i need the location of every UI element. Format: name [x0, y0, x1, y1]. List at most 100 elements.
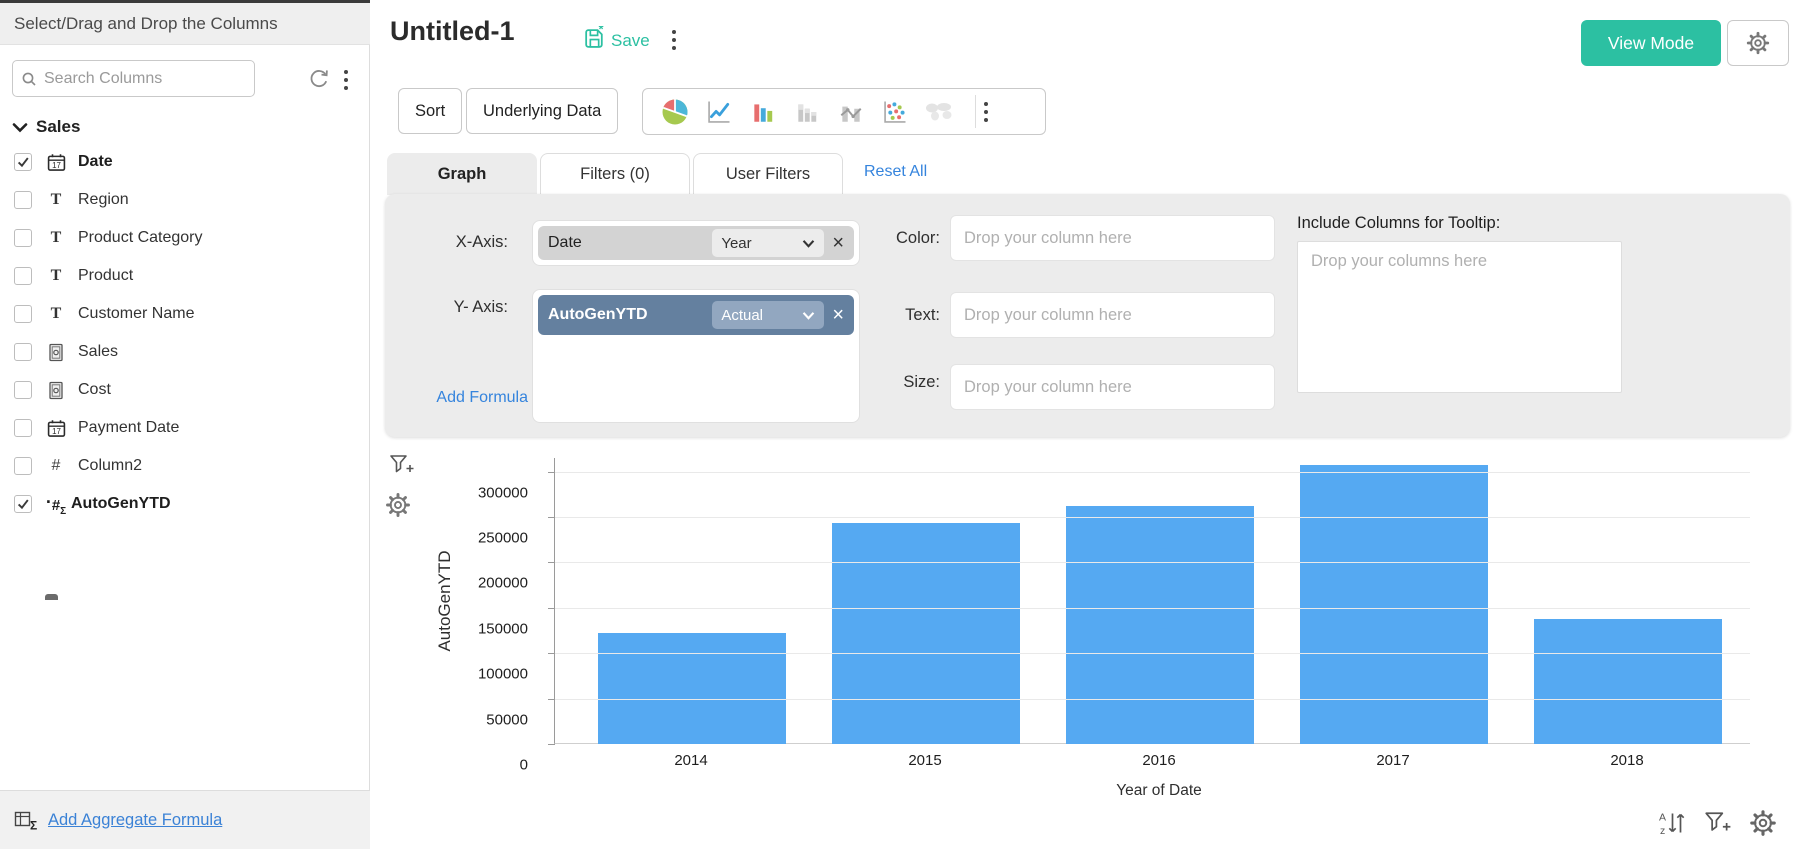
x-function-select[interactable]: Year [712, 229, 825, 257]
save-button[interactable]: * Save [582, 26, 650, 51]
chart-settings-icon[interactable] [384, 491, 412, 519]
column-item-date[interactable]: 17 Date [0, 143, 370, 181]
currency-icon [43, 343, 69, 362]
underlying-data-button[interactable]: Underlying Data [466, 88, 619, 134]
y-tick-label: 0 [519, 756, 528, 774]
y-tick-mark [548, 562, 555, 564]
sidebar-more-menu-icon[interactable] [344, 70, 348, 90]
color-dropzone[interactable]: Drop your column here [950, 215, 1275, 261]
chip-column-name: AutoGenYTD [548, 306, 648, 323]
x-axis-dropzone[interactable]: Date Year × [532, 220, 860, 266]
column-item-customer-name[interactable]: T Customer Name [0, 295, 370, 333]
column-item-region[interactable]: T Region [0, 181, 370, 219]
add-formula-link[interactable]: Add Formula [436, 389, 528, 406]
bar-line-icon[interactable] [829, 99, 873, 125]
column-item-autogenytd[interactable]: ·#Σ AutoGenYTD [0, 485, 370, 523]
scatter-icon[interactable] [873, 98, 917, 126]
column-item-product-category[interactable]: T Product Category [0, 219, 370, 257]
y-tick-mark [548, 517, 555, 519]
remove-y-column-icon[interactable]: × [832, 304, 844, 326]
add-aggregate-formula-link[interactable]: Add Aggregate Formula [48, 810, 223, 829]
calendar-icon: 17 [43, 153, 69, 172]
checkbox[interactable] [14, 305, 32, 323]
remove-x-column-icon[interactable]: × [832, 232, 844, 254]
gridline [555, 653, 1750, 655]
x-tick-label: 2017 [1376, 752, 1410, 769]
y-tick-label: 150000 [477, 620, 528, 638]
checkbox[interactable] [14, 457, 32, 475]
checkbox-checked[interactable] [14, 495, 32, 513]
y-tick-mark [548, 744, 555, 745]
column-label: Region [78, 191, 129, 208]
map-icon[interactable] [917, 101, 961, 123]
bar-2014[interactable] [598, 633, 786, 744]
aggregate-formula-icon: Σ [14, 810, 38, 831]
y-axis-dropzone[interactable]: AutoGenYTD Actual × [532, 289, 860, 423]
search-columns-box[interactable] [12, 60, 255, 97]
group-label: Sales [36, 117, 81, 136]
chart-options-gear-icon[interactable] [1748, 808, 1778, 838]
svg-text:*: * [599, 26, 604, 36]
bar-2016[interactable] [1066, 506, 1254, 744]
bar-chart-icon[interactable] [741, 99, 785, 125]
y-tick-label: 50000 [486, 711, 528, 729]
chart-type-toolbar [642, 88, 1046, 135]
search-input[interactable] [44, 69, 246, 88]
checkbox[interactable] [14, 381, 32, 399]
x-tick-label: 2014 [674, 752, 708, 769]
tooltip-columns-dropzone[interactable]: Drop your columns here [1297, 241, 1622, 393]
column-item-sales[interactable]: Sales [0, 333, 370, 371]
plot-area [548, 458, 1750, 745]
pie-chart-icon[interactable] [653, 97, 697, 127]
size-dropzone[interactable]: Drop your column here [950, 364, 1275, 410]
settings-button[interactable] [1727, 20, 1789, 66]
checkbox[interactable] [14, 191, 32, 209]
drop-placeholder: Drop your columns here [1311, 252, 1488, 270]
checkbox[interactable] [14, 343, 32, 361]
bar-2017[interactable] [1300, 465, 1488, 744]
bar-2015[interactable] [832, 523, 1020, 744]
tab-filters[interactable]: Filters (0) [540, 153, 690, 195]
column-label: Cost [78, 381, 111, 398]
y-aggregate-select[interactable]: Actual [712, 301, 825, 329]
report-main-area: Untitled-1 * Save View Mode Sort Underly… [370, 0, 1803, 849]
column-label: Sales [78, 343, 119, 360]
y-tick-mark [548, 698, 555, 700]
toolbar-separator [975, 95, 976, 128]
y-tick-labels: 0 50000 100000 150000 200000 250000 300000 [444, 458, 544, 773]
report-more-menu-icon[interactable] [672, 30, 676, 50]
column-item-column2[interactable]: # Column2 [0, 447, 370, 485]
checkbox[interactable] [14, 229, 32, 247]
column-label: Customer Name [78, 305, 195, 322]
text-dropzone[interactable]: Drop your column here [950, 292, 1275, 338]
table-group-sales[interactable]: Sales [12, 117, 80, 137]
save-label: Save [611, 31, 650, 50]
gridline [555, 471, 1750, 473]
add-filter-icon[interactable] [388, 452, 415, 479]
checkbox[interactable] [14, 419, 32, 437]
bar-2018[interactable] [1534, 618, 1722, 744]
chart-types-more-icon[interactable] [984, 101, 988, 122]
sort-button[interactable]: Sort [398, 88, 463, 134]
y-axis-column-chip[interactable]: AutoGenYTD Actual × [538, 295, 854, 335]
search-icon [21, 71, 37, 87]
y-tick-label: 100000 [477, 665, 528, 683]
checkbox-checked[interactable] [14, 153, 32, 171]
svg-text:A: A [1659, 812, 1666, 824]
view-mode-button[interactable]: View Mode [1581, 20, 1721, 66]
checkbox[interactable] [14, 267, 32, 285]
x-axis-column-chip[interactable]: Date Year × [538, 226, 854, 260]
partially-scrolled-item [45, 594, 58, 600]
top-dark-strip [0, 0, 370, 3]
refresh-icon[interactable] [306, 66, 332, 92]
column-item-cost[interactable]: Cost [0, 371, 370, 409]
filter-icon[interactable] [1703, 809, 1732, 838]
reset-all-link[interactable]: Reset All [864, 163, 928, 180]
tab-user-filters[interactable]: User Filters [693, 153, 843, 195]
column-item-payment-date[interactable]: 17 Payment Date [0, 409, 370, 447]
stacked-bar-icon[interactable] [785, 99, 829, 125]
column-item-product[interactable]: T Product [0, 257, 370, 295]
line-chart-icon[interactable] [697, 98, 741, 126]
tab-graph[interactable]: Graph [387, 153, 537, 195]
